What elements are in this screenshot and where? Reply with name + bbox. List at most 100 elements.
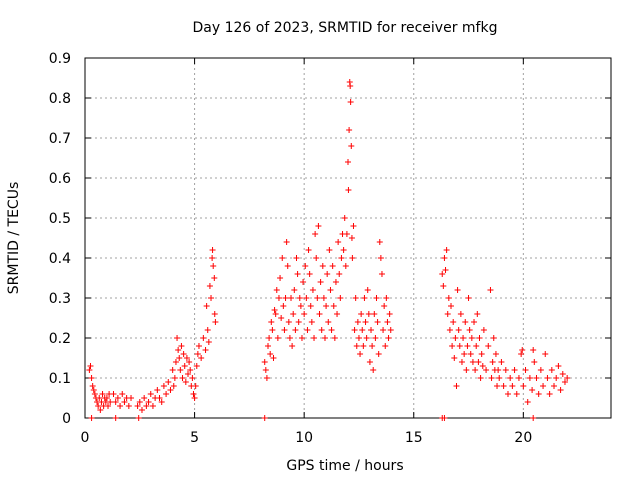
data-point	[441, 255, 448, 261]
data-point	[107, 399, 114, 405]
data-point	[302, 263, 309, 269]
data-point	[320, 295, 327, 301]
data-point	[557, 387, 564, 393]
data-point	[284, 263, 291, 269]
data-point	[488, 375, 495, 381]
data-point	[317, 279, 324, 285]
data-point	[553, 375, 560, 381]
data-point	[453, 383, 460, 389]
data-point	[544, 375, 551, 381]
data-point	[134, 403, 141, 409]
data-point	[494, 383, 501, 389]
data-point	[280, 303, 287, 309]
data-point	[195, 343, 202, 349]
data-point	[305, 247, 312, 253]
data-point	[301, 311, 308, 317]
data-point	[338, 255, 345, 261]
data-point	[319, 263, 326, 269]
data-point	[97, 407, 104, 413]
data-point	[293, 255, 300, 261]
data-point	[170, 383, 177, 389]
data-point	[117, 403, 124, 409]
data-point	[261, 359, 268, 365]
data-point	[335, 239, 342, 245]
data-point	[348, 235, 355, 241]
data-point	[502, 367, 509, 373]
data-point	[500, 383, 507, 389]
data-point	[347, 99, 354, 105]
data-point	[454, 287, 461, 293]
data-point	[355, 335, 362, 341]
data-point	[496, 375, 503, 381]
data-point	[311, 335, 318, 341]
data-point	[337, 295, 344, 301]
data-point	[176, 355, 183, 361]
data-point	[440, 283, 447, 289]
data-point	[313, 255, 320, 261]
x-tick-label: 0	[81, 430, 90, 446]
data-point	[375, 351, 382, 357]
data-point	[321, 335, 328, 341]
data-point	[559, 371, 566, 377]
data-point	[515, 375, 522, 381]
data-point	[190, 391, 197, 397]
data-point	[466, 327, 473, 333]
data-point	[463, 367, 470, 373]
data-point	[364, 287, 371, 293]
data-point	[304, 327, 311, 333]
data-point	[262, 367, 269, 373]
data-point	[191, 395, 198, 401]
data-point	[374, 319, 381, 325]
data-point	[175, 347, 182, 353]
data-point	[297, 303, 304, 309]
data-point	[145, 399, 152, 405]
data-point	[360, 343, 367, 349]
data-point	[160, 383, 167, 389]
y-tick-label: 0.3	[49, 291, 71, 307]
data-point	[87, 363, 94, 369]
data-point	[346, 127, 353, 133]
data-point	[200, 335, 207, 341]
data-point	[511, 367, 518, 373]
data-point	[439, 271, 446, 277]
data-point	[372, 335, 379, 341]
data-point	[530, 347, 537, 353]
data-point	[138, 407, 145, 413]
data-point	[358, 311, 365, 317]
data-point	[212, 319, 219, 325]
data-point	[86, 367, 93, 373]
zero-marker	[135, 415, 142, 421]
x-tick-label: 10	[295, 430, 313, 446]
data-point	[354, 319, 361, 325]
data-point	[371, 311, 378, 317]
data-point	[88, 375, 95, 381]
data-point	[291, 287, 298, 293]
data-point	[450, 319, 457, 325]
data-point	[345, 159, 351, 165]
data-point	[542, 351, 549, 357]
data-point	[209, 255, 216, 261]
data-point	[326, 247, 333, 253]
data-point	[285, 319, 292, 325]
data-point	[460, 335, 467, 341]
data-point	[105, 403, 112, 409]
data-point	[180, 351, 187, 357]
y-tick-label: 0.7	[49, 131, 71, 147]
data-point	[555, 363, 562, 369]
data-point	[182, 379, 189, 385]
data-point	[455, 327, 462, 333]
data-point	[363, 335, 370, 341]
data-point	[90, 387, 97, 393]
data-point	[300, 279, 307, 285]
data-point	[498, 359, 505, 365]
data-point	[452, 335, 459, 341]
data-point	[334, 311, 341, 317]
x-tick-label: 5	[190, 430, 199, 446]
data-point	[263, 375, 270, 381]
data-point	[376, 239, 383, 245]
data-point	[524, 399, 531, 405]
data-point	[561, 379, 568, 385]
data-point	[471, 319, 478, 325]
data-point	[380, 327, 387, 333]
data-point	[181, 363, 188, 369]
